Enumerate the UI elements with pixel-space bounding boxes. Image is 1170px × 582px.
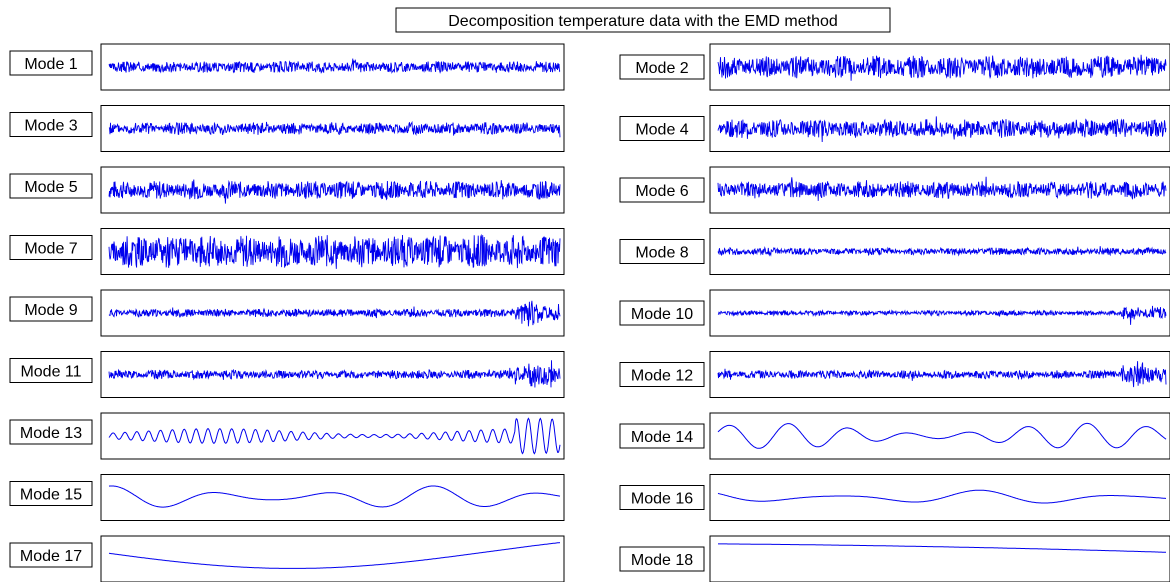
mode-series-line	[717, 361, 1167, 388]
mode-series-line	[717, 246, 1167, 257]
mode-panel: Mode 17	[9, 535, 565, 582]
mode-label-box	[619, 116, 705, 141]
mode-label: Mode 16	[631, 491, 693, 508]
mode-label: Mode 10	[631, 306, 693, 323]
mode-label: Mode 5	[24, 179, 77, 196]
panels: Mode 1 Mode 2 Mode 3 Mode 4 Mode 5 Mode 6 Mode…	[9, 43, 1170, 582]
mode-panel: Mode 3	[9, 105, 565, 152]
mode-panel: Mode 7	[9, 228, 565, 275]
mode-panel: Mode 8	[619, 228, 1170, 275]
mode-label-box	[619, 177, 705, 203]
mode-label-box	[619, 485, 705, 510]
mode-label-box	[9, 481, 93, 506]
mode-series-line	[108, 542, 561, 569]
mode-label: Mode 12	[631, 368, 693, 385]
mode-plot-frame	[709, 412, 1170, 460]
mode-label: Mode 11	[20, 364, 81, 381]
mode-series-line	[108, 120, 561, 138]
mode-series-line	[717, 54, 1167, 81]
mode-series-line	[718, 543, 1166, 553]
mode-series-line	[108, 300, 561, 327]
mode-label: Mode 9	[24, 302, 77, 319]
mode-label-box	[9, 235, 93, 260]
mode-series-line	[108, 485, 561, 508]
mode-series-line	[717, 422, 1167, 449]
mode-label: Mode 3	[24, 118, 77, 135]
mode-series-line	[717, 176, 1167, 201]
mode-plot-frame	[100, 412, 565, 460]
mode-label: Mode 6	[635, 183, 688, 200]
mode-label-box	[619, 423, 705, 449]
mode-label: Mode 1	[24, 56, 77, 73]
mode-series-line	[717, 489, 1166, 504]
mode-series-line	[108, 417, 561, 455]
mode-label-box	[9, 112, 93, 137]
mode-panel: Mode 12	[619, 351, 1170, 398]
mode-label: Mode 7	[24, 241, 77, 258]
mode-label-box	[619, 54, 705, 80]
mode-label: Mode 8	[635, 245, 688, 262]
title-box	[395, 7, 891, 33]
mode-panel: Mode 11	[9, 351, 565, 398]
mode-panel: Mode 14	[619, 412, 1170, 460]
mode-panel: Mode 6	[619, 166, 1170, 214]
mode-panel: Mode 9	[9, 289, 565, 337]
mode-label-box	[9, 296, 93, 322]
mode-label: Mode 17	[20, 548, 82, 565]
mode-label: Mode 14	[631, 429, 693, 446]
mode-plot-frame	[709, 535, 1170, 582]
mode-panel: Mode 4	[619, 105, 1170, 152]
mode-label: Mode 2	[635, 60, 688, 77]
mode-panel: Mode 13	[9, 412, 565, 460]
mode-label-box	[619, 362, 705, 387]
mode-series-line	[108, 360, 561, 388]
mode-label-box	[9, 50, 93, 76]
mode-panel: Mode 1	[9, 43, 565, 91]
mode-label: Mode 4	[635, 122, 688, 139]
mode-label-box	[619, 300, 705, 326]
mode-plot-frame	[709, 474, 1170, 521]
mode-series-line	[717, 116, 1167, 143]
mode-panel: Mode 5	[9, 166, 565, 214]
mode-label: Mode 13	[20, 425, 82, 442]
mode-series-line	[717, 305, 1167, 325]
mode-label: Mode 18	[631, 552, 693, 569]
figure-title: Decomposition temperature data with the …	[448, 13, 838, 30]
mode-panel: Mode 2	[619, 43, 1170, 91]
mode-label: Mode 15	[20, 487, 82, 504]
mode-label-box	[9, 542, 93, 568]
mode-series-line	[108, 58, 561, 74]
mode-label-box	[9, 419, 93, 445]
mode-label-box	[9, 173, 93, 199]
mode-panel: Mode 18	[619, 535, 1170, 582]
mode-label-box	[619, 239, 705, 264]
mode-label-box	[9, 358, 93, 383]
mode-series-line	[108, 179, 561, 204]
mode-panel: Mode 16	[619, 474, 1170, 521]
mode-panel: Mode 15	[9, 474, 565, 521]
mode-plot-frame	[100, 535, 565, 582]
mode-series-line	[108, 233, 561, 269]
mode-panel: Mode 10	[619, 289, 1170, 337]
mode-label-box	[619, 546, 705, 572]
mode-plot-frame	[100, 474, 565, 521]
